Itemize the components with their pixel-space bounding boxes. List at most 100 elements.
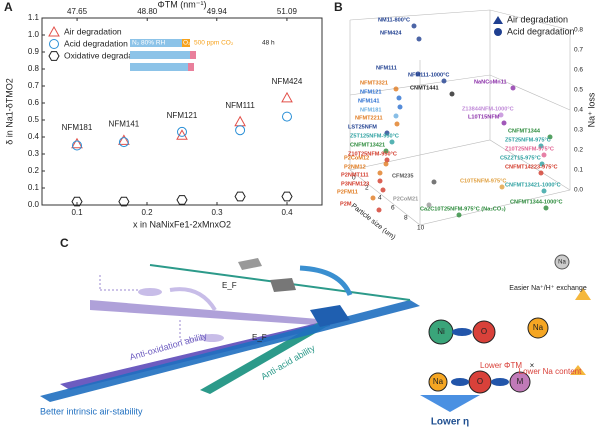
sample-dot (538, 143, 544, 149)
box-3d (349, 9, 571, 226)
sample-dot (376, 207, 382, 213)
marker (48, 25, 60, 37)
marker (282, 111, 292, 122)
marker (281, 191, 293, 202)
y-tick-label: 0.0 (28, 200, 40, 209)
legend-label: Air degradation (64, 26, 122, 36)
legend-label: Acid degradation (64, 38, 128, 48)
x-tick-label: 0.3 (211, 208, 223, 217)
sample-dot (415, 71, 421, 77)
atom: O (477, 377, 483, 386)
sample-label: P2CoM21 (393, 196, 418, 202)
z-tick-label: 0.2 (574, 147, 583, 154)
x-tick-label: 6 (391, 205, 395, 212)
sample-label: CNFMT13421-1000°C (505, 182, 561, 188)
result: Lower η (431, 417, 469, 428)
sample-dot (539, 161, 545, 167)
atom: Na (533, 323, 544, 332)
marker (48, 51, 60, 61)
sample-label: Z10T25NFM-975°C (505, 146, 554, 152)
lower-na: Lower Na content (519, 367, 582, 376)
sample-label: P2FM11 (337, 189, 358, 195)
marker (281, 91, 293, 103)
atom: O (481, 327, 487, 336)
panel-letter: A (4, 0, 13, 14)
sample-dot (384, 157, 390, 163)
sample-label: NFM111-1000°C (408, 72, 449, 78)
legend-label: Air degradation (507, 14, 568, 24)
sample-label: NFM111 (376, 65, 397, 71)
panel-letter: C (60, 236, 69, 250)
marker (176, 129, 188, 140)
sample-label: C10T5NFM-975°C (460, 178, 506, 184)
sample-dot (541, 188, 547, 194)
marker (72, 140, 82, 151)
point-label: NFM181 (62, 123, 93, 132)
sample-label: CNMT1441 (410, 85, 439, 91)
inset-label: 500 ppm CO₂ (194, 40, 234, 47)
x2-axis-title: ΦTM (nm⁻¹) (158, 0, 207, 9)
ef-label: E_F (252, 333, 267, 342)
ef-label: E_F (222, 281, 237, 290)
marker (234, 115, 246, 127)
z-tick-label: 0.1 (574, 167, 583, 174)
sample-dot (393, 113, 399, 119)
marker (71, 196, 83, 207)
sample-label: NM11-800°C (378, 17, 410, 23)
sample-dot (394, 121, 400, 127)
sample-label: L10T15NFM (468, 114, 500, 120)
x2-tick-label: 47.65 (67, 7, 88, 16)
x2-tick-label: 48.80 (137, 7, 158, 16)
sample-dot (377, 178, 383, 184)
sample-label: NFMT2211 (355, 115, 383, 121)
y-tick-label: 0.7 (28, 81, 40, 90)
sample-label: CNFMT1344 (508, 128, 541, 134)
sample-dot (449, 91, 455, 97)
panel-letter: B (334, 0, 343, 14)
sample-dot (541, 152, 547, 158)
inset-bar (190, 51, 196, 59)
y-tick-label: 1.0 (28, 30, 40, 39)
x-tick-label: 10 (417, 225, 425, 232)
point-label: NFM141 (109, 120, 140, 129)
sample-label: Z10T25NFM-950°C (348, 151, 397, 157)
z-tick-label: 0.6 (574, 67, 583, 74)
sample-dot (431, 179, 437, 185)
sample-dot (441, 78, 447, 84)
sample-label: NFMT3321 (360, 80, 388, 86)
sample-label: NFM141 (358, 98, 379, 104)
inset-bar (130, 39, 182, 47)
sample-label: P2M (340, 201, 352, 207)
sample-label: NaNCoMn11 (474, 79, 507, 85)
y-tick-label: 0.4 (28, 132, 40, 141)
marker (118, 134, 130, 145)
x-tick-label: 4 (378, 195, 382, 202)
sample-label: NFM121 (360, 89, 381, 95)
point-label: NFM111 (225, 101, 255, 110)
sample-dot (396, 95, 402, 101)
sample-label: CNFMT14223-975°C (505, 164, 558, 170)
y-tick-label: 0.9 (28, 47, 40, 56)
y-axis-title: δ in Na1-δTMO2 (4, 78, 14, 145)
x-tick-label: 0.2 (141, 208, 153, 217)
atom: M (517, 377, 524, 386)
atom: Na (558, 260, 566, 266)
sample-dot (543, 205, 549, 211)
lower-phi: Lower ΦTM (480, 361, 522, 370)
times: × (530, 361, 535, 370)
marker (118, 196, 130, 207)
x2-tick-label: 51.09 (277, 7, 298, 16)
sample-dot (383, 161, 389, 167)
exchange-label: Easier Na⁺/H⁺ exchange (509, 285, 587, 292)
marker (49, 39, 59, 49)
sample-label: P3NFM123 (341, 181, 369, 187)
inset-label: O₂ (183, 40, 191, 47)
sample-dot (510, 85, 516, 91)
legend-marker (493, 16, 503, 24)
sample-label: Z5T25NFM-975°C (505, 137, 551, 143)
marker (71, 137, 83, 149)
y-tick-label: 0.2 (28, 166, 40, 175)
y-tick-label: 0.3 (28, 149, 40, 158)
z-tick-label: 0.7 (574, 47, 583, 54)
sample-dot (380, 187, 386, 193)
